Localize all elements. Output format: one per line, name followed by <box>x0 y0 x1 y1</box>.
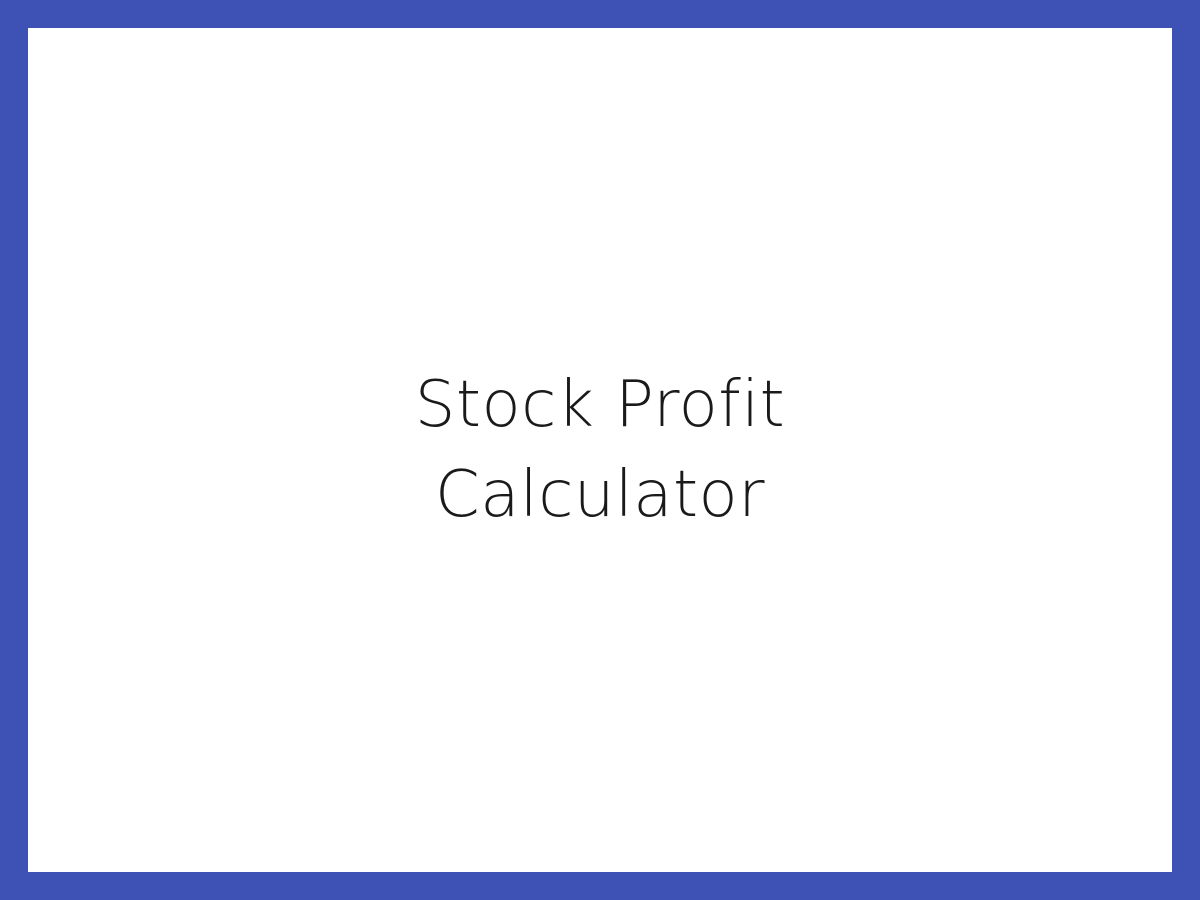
title-line-1: Stock Profit <box>414 368 786 442</box>
page-title: Stock Profit Calculator <box>28 28 1172 872</box>
title-line-2: Calculator <box>435 458 765 532</box>
